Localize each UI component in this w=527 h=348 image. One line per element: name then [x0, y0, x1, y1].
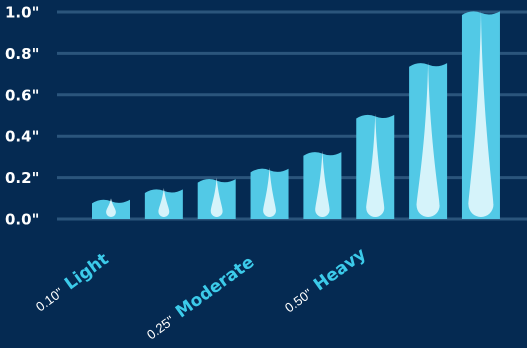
bar: [409, 61, 448, 220]
category-annotations: 0.10"Light 0.25"Moderate 0.50"Heavy: [31, 244, 370, 344]
annotation-intensity: Heavy: [310, 244, 370, 295]
bar: [197, 177, 236, 219]
y-tick-label: 0.8": [5, 45, 39, 63]
y-tick-label: 0.2": [5, 169, 39, 187]
bar: [303, 150, 342, 219]
annotation-amount: 0.50": [282, 285, 315, 315]
bar: [356, 113, 395, 219]
raindrop-icon: [158, 188, 170, 218]
raindrop-icon: [315, 150, 330, 218]
category-annotation: 0.10"Light: [31, 249, 112, 316]
annotation-amount: 0.25": [144, 312, 177, 342]
y-axis-tick-labels: 0.0" 0.2" 0.4" 0.6" 0.8" 1.0": [5, 4, 39, 229]
y-tick-label: 0.0": [5, 211, 39, 229]
y-tick-label: 0.4": [5, 128, 39, 146]
bar: [92, 198, 130, 219]
raindrop-icon: [468, 10, 494, 217]
annotation-intensity: Light: [61, 249, 112, 294]
gridlines: [57, 10, 527, 221]
bar: [144, 188, 183, 219]
bar: [461, 10, 500, 220]
category-annotation: 0.50"Heavy: [280, 244, 370, 317]
y-tick-label: 1.0": [5, 4, 39, 22]
annotation-intensity: Moderate: [172, 252, 258, 322]
raindrop-icon: [210, 177, 223, 217]
raindrop-icon: [106, 198, 116, 218]
annotation-amount: 0.10": [33, 284, 66, 314]
raindrop-icon: [366, 113, 385, 217]
bars: [92, 10, 500, 220]
y-tick-label: 0.6": [5, 86, 39, 104]
raindrop-icon: [263, 167, 276, 218]
category-annotation: 0.25"Moderate: [142, 252, 258, 344]
raindrop-icon: [416, 61, 440, 218]
bar: [250, 167, 289, 219]
